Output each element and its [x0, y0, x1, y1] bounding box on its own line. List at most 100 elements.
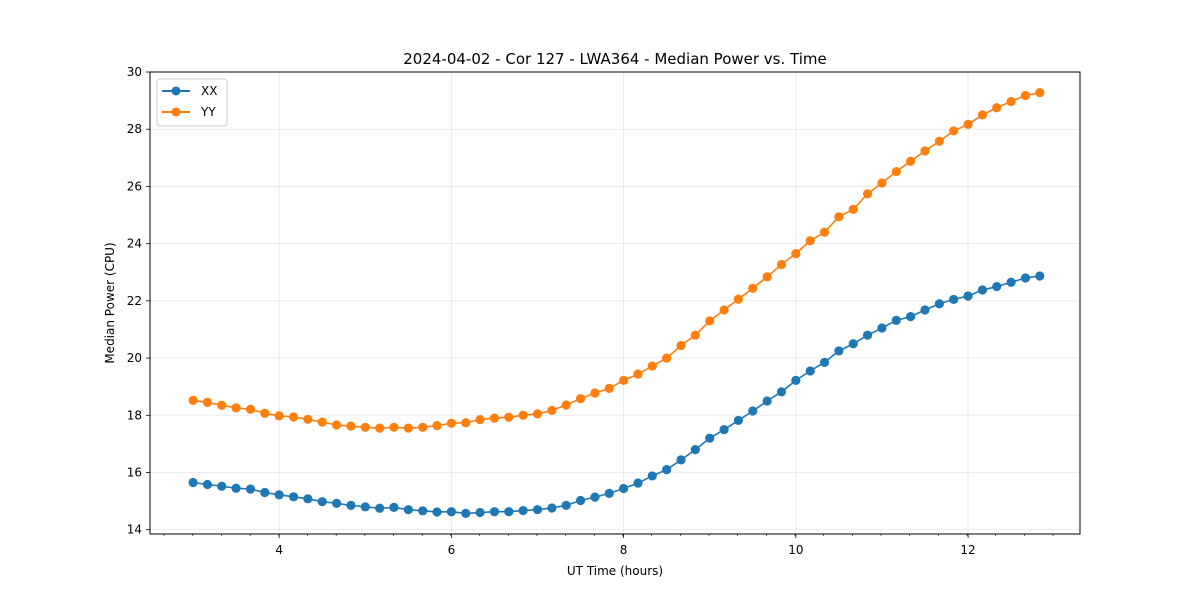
data-point-xx [217, 481, 227, 491]
data-point-xx [489, 507, 500, 517]
data-point-yy [446, 418, 456, 428]
data-point-xx [432, 507, 442, 517]
data-point-xx [877, 323, 887, 333]
data-point-yy [748, 283, 758, 293]
data-point-yy [561, 400, 571, 410]
data-point-xx [332, 498, 342, 508]
data-point-xx [977, 285, 988, 295]
x-axis-label: UT Time (hours) [567, 564, 663, 578]
data-point-yy [934, 136, 944, 146]
data-point-xx [719, 424, 729, 435]
data-point-xx [418, 506, 428, 516]
data-point-xx [891, 315, 901, 325]
x-tick-label: 6 [448, 543, 456, 557]
data-point-yy [231, 403, 241, 413]
x-tick-label: 10 [788, 543, 803, 557]
data-point-xx [590, 492, 600, 502]
y-tick-label: 24 [127, 237, 142, 251]
data-point-yy [920, 146, 930, 156]
data-point-xx [920, 305, 930, 315]
data-point-yy [676, 340, 686, 351]
data-point-xx [231, 483, 241, 493]
data-point-yy [346, 421, 356, 431]
data-point-xx [1020, 273, 1031, 283]
data-point-xx [819, 357, 830, 367]
data-point-yy [303, 414, 313, 424]
data-point-xx [547, 503, 557, 513]
data-point-xx [245, 484, 256, 494]
ticks: 4 6 8 10 12 14 16 18 20 22 24 26 28 30 [127, 65, 1054, 557]
data-point-yy [489, 413, 500, 423]
data-point-yy [504, 412, 514, 422]
data-point-yy [733, 294, 744, 304]
data-point-yy [317, 417, 327, 427]
data-point-yy [217, 400, 227, 410]
data-point-yy [604, 383, 614, 393]
y-tick-label: 26 [127, 179, 142, 193]
data-point-xx [288, 492, 299, 502]
y-axis-label: Median Power (CPU) [103, 242, 117, 363]
data-point-xx [532, 505, 543, 515]
data-point-yy [848, 204, 858, 214]
data-point-yy [1006, 96, 1016, 107]
data-point-yy [776, 259, 787, 270]
data-point-xx [963, 291, 973, 301]
data-point-yy [762, 272, 772, 282]
data-point-yy [403, 423, 413, 433]
plot-frame [149, 71, 1081, 535]
y-tick-label: 22 [127, 294, 142, 308]
data-point-xx [934, 299, 944, 309]
data-point-xx [748, 406, 758, 416]
y-tick-label: 30 [127, 65, 142, 79]
data-point-xx [446, 507, 456, 517]
data-point-yy [532, 409, 543, 419]
data-point-xx [188, 477, 198, 488]
data-point-yy [1035, 88, 1045, 98]
data-point-yy [188, 395, 198, 406]
data-point-xx [862, 330, 873, 340]
data-point-yy [590, 388, 600, 398]
data-point-xx [805, 366, 815, 376]
data-point-xx [504, 507, 514, 517]
data-point-xx [791, 375, 801, 385]
data-point-yy [906, 156, 916, 166]
data-point-xx [949, 294, 959, 305]
data-point-xx [834, 346, 844, 356]
data-point-yy [705, 316, 715, 326]
data-point-xx [317, 497, 327, 507]
data-point-xx [705, 433, 715, 443]
data-point-xx [561, 500, 571, 510]
data-point-xx [619, 483, 629, 494]
data-point-xx [776, 387, 787, 397]
x-tick-label: 12 [960, 543, 975, 557]
data-point-xx [633, 478, 643, 488]
data-point-yy [662, 353, 672, 363]
data-point-xx [733, 415, 744, 426]
data-point-yy [862, 189, 873, 199]
y-tick-label: 14 [127, 523, 142, 537]
data-point-yy [633, 369, 643, 379]
y-tick-label: 16 [127, 465, 142, 479]
data-point-xx [848, 339, 858, 349]
data-point-xx [992, 281, 1002, 292]
data-point-yy [834, 212, 844, 222]
data-point-yy [647, 361, 657, 371]
data-point-yy [360, 422, 370, 432]
data-point-xx [662, 465, 672, 475]
data-point-yy [461, 418, 471, 428]
data-point-yy [977, 110, 988, 120]
data-point-xx [389, 502, 399, 512]
legend-label-yy: YY [200, 105, 216, 119]
data-point-yy [891, 166, 901, 177]
data-point-xx [403, 505, 413, 515]
data-point-xx [274, 490, 284, 500]
data-point-xx [260, 487, 270, 498]
data-point-xx [518, 505, 528, 516]
data-point-yy [963, 119, 973, 129]
data-point-xx [303, 494, 313, 504]
x-tick-label: 8 [620, 543, 628, 557]
data-point-yy [518, 410, 528, 420]
legend-marker-yy [171, 107, 181, 117]
data-point-yy [332, 420, 342, 430]
